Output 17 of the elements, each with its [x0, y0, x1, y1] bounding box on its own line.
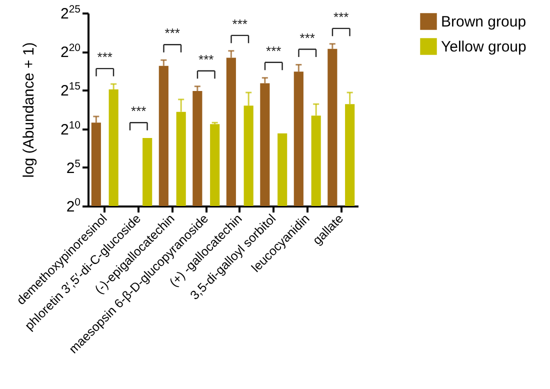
- y-axis-title: log (Abundance + 1): [20, 42, 38, 178]
- annotation: ***: [266, 43, 282, 58]
- annotation: ***: [131, 104, 146, 119]
- legend-label: Yellow group: [441, 38, 526, 56]
- annotation: ***: [232, 16, 248, 32]
- annotation: ***: [334, 9, 349, 24]
- y-tick-label: 2$^{10}$: [60, 119, 81, 138]
- y-tick-label: 2$^{20}$: [60, 42, 81, 62]
- annotation: ***: [97, 50, 112, 65]
- annotation: ***: [164, 26, 180, 41]
- y-tick-label: 2$^{15}$: [60, 80, 81, 100]
- annotation: ***: [198, 52, 214, 67]
- y-tick-label: 2$^{0}$: [66, 196, 81, 216]
- y-tick-label: 2$^{5}$: [66, 158, 81, 177]
- y-tick-label: 2$^{25}$: [60, 4, 81, 22]
- annotation: ***: [300, 30, 315, 46]
- legend-label: Brown group: [441, 14, 526, 30]
